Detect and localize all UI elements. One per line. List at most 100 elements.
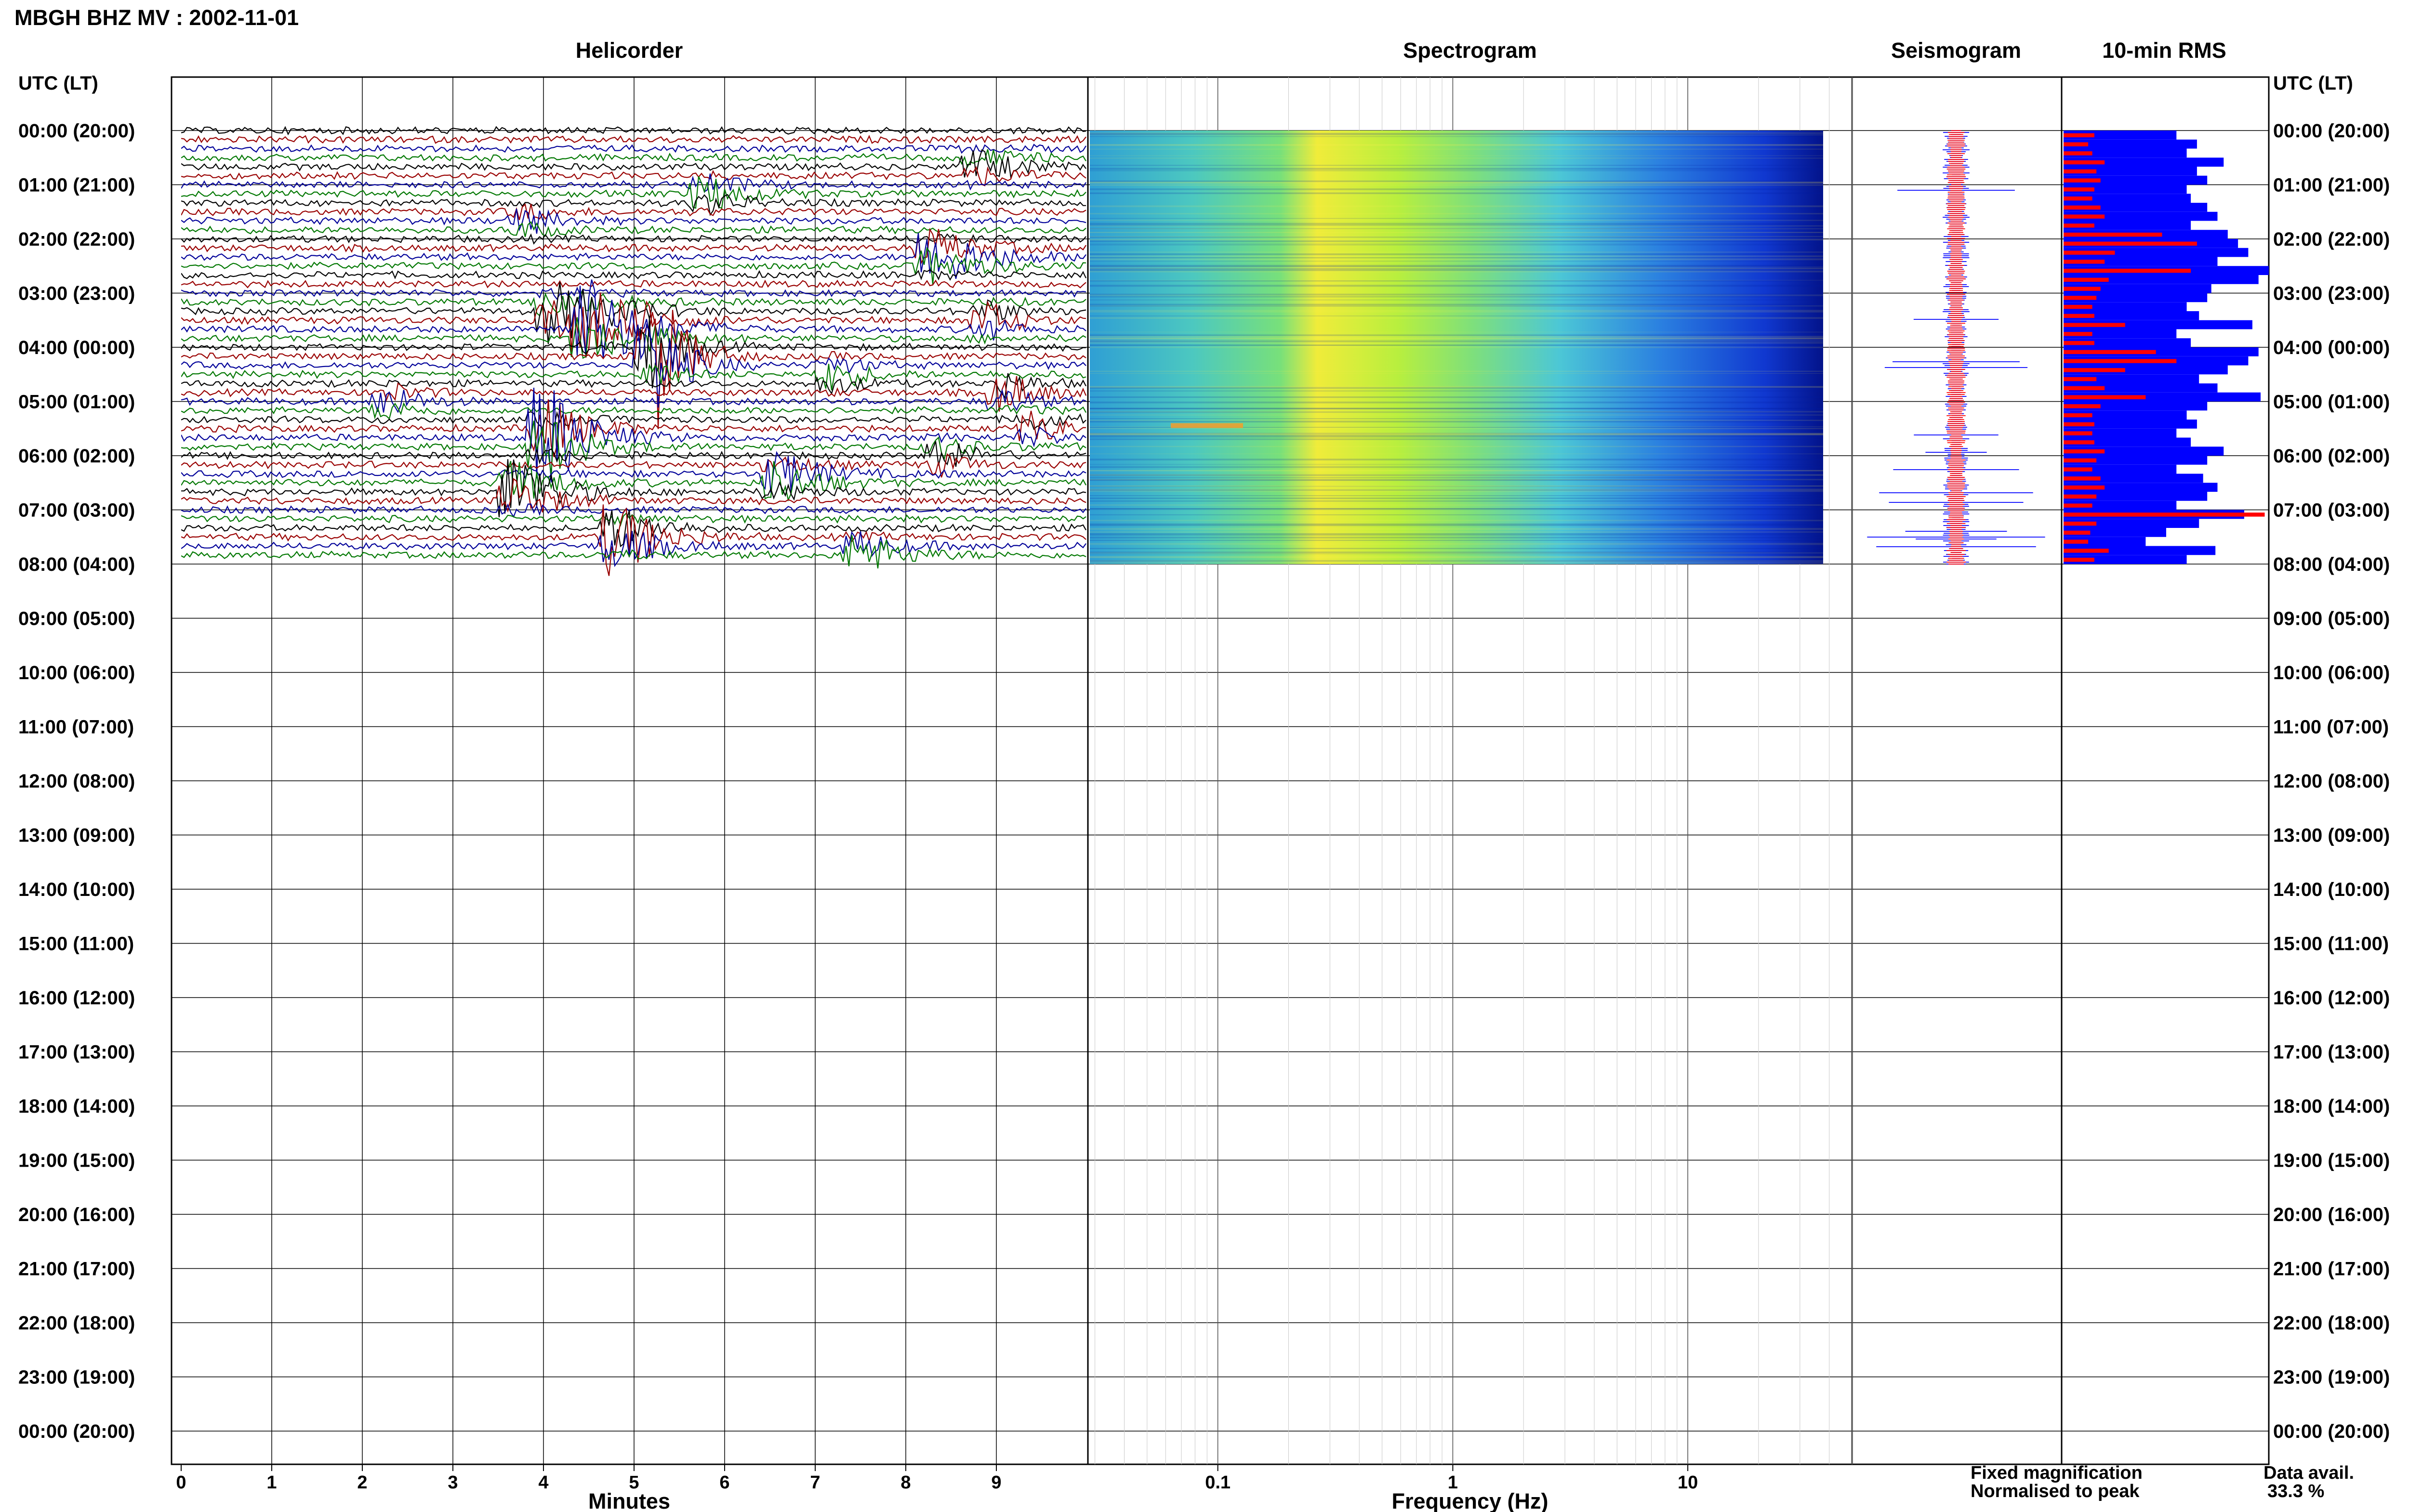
spectrogram-row bbox=[1090, 317, 1823, 319]
spectrogram-row bbox=[1090, 446, 1823, 447]
spectrogram-row bbox=[1090, 228, 1823, 229]
spectrogram-row bbox=[1090, 280, 1823, 282]
time-tick-right: 16:00 (12:00) bbox=[2273, 987, 2390, 1009]
time-tick-left: 09:00 (05:00) bbox=[18, 608, 135, 630]
helicorder-trace bbox=[181, 247, 1086, 285]
spectrogram-row bbox=[1090, 433, 1823, 434]
helicorder-trace bbox=[181, 441, 1086, 467]
spectrogram-row bbox=[1090, 544, 1823, 545]
spectrogram-row bbox=[1090, 337, 1823, 339]
spectrogram-row bbox=[1090, 523, 1823, 525]
spectrogram-row bbox=[1090, 294, 1823, 296]
time-tick-right: 04:00 (00:00) bbox=[2273, 337, 2390, 358]
time-tick-right: 00:00 (20:00) bbox=[2273, 120, 2390, 142]
time-tick-left: 03:00 (23:00) bbox=[18, 283, 135, 304]
helicorder-trace bbox=[181, 363, 1086, 391]
rms-title: 10-min RMS bbox=[2102, 38, 2226, 63]
minute-tick-label: 6 bbox=[719, 1473, 729, 1493]
spectrogram-row bbox=[1090, 240, 1823, 242]
rms-bar-normalised bbox=[2064, 503, 2092, 508]
spectrogram-row bbox=[1090, 495, 1823, 496]
spectrogram-row bbox=[1090, 427, 1823, 428]
spectrogram-row bbox=[1090, 285, 1823, 287]
spectrogram-row bbox=[1090, 134, 1823, 136]
time-tick-right: 22:00 (18:00) bbox=[2273, 1313, 2390, 1334]
helicorder-trace bbox=[181, 126, 1086, 136]
rms-bar-normalised bbox=[2064, 494, 2097, 499]
spectrogram-row bbox=[1090, 421, 1823, 423]
spectrogram-image bbox=[1090, 131, 1823, 564]
helicorder-trace bbox=[181, 503, 1086, 518]
time-tick-right: 02:00 (22:00) bbox=[2273, 229, 2390, 250]
spectrogram-row bbox=[1090, 533, 1823, 535]
spectrogram-row bbox=[1090, 336, 1823, 338]
helicorder-trace bbox=[181, 173, 1086, 193]
spectrogram-row bbox=[1090, 269, 1823, 271]
time-tick-right: 03:00 (23:00) bbox=[2273, 283, 2390, 304]
time-tick-right: 11:00 (07:00) bbox=[2273, 717, 2389, 738]
rms-bar-normalised bbox=[2064, 232, 2162, 237]
helicorder-trace bbox=[181, 149, 1086, 179]
rms-bar-normalised bbox=[2064, 476, 2101, 481]
time-tick-left: 10:00 (06:00) bbox=[18, 662, 135, 684]
spectrogram-row bbox=[1090, 556, 1823, 558]
frequency-tick-label: 1 bbox=[1448, 1473, 1458, 1493]
data-availability-label: Data avail. bbox=[2263, 1463, 2354, 1483]
spectrogram-row bbox=[1090, 293, 1823, 295]
spectrogram-row bbox=[1090, 466, 1823, 467]
rms-bar-fixed bbox=[2064, 410, 2187, 420]
legend-fixed-magnification: Fixed magnification bbox=[1971, 1463, 2143, 1483]
spectrogram-row bbox=[1090, 411, 1823, 413]
minutes-axis-label: Minutes bbox=[588, 1489, 670, 1512]
spectrogram-row bbox=[1090, 556, 1823, 558]
spectrogram-row bbox=[1090, 268, 1823, 270]
rms-bar-normalised bbox=[2064, 178, 2101, 183]
spectrogram-row bbox=[1090, 520, 1823, 521]
rms-bar-normalised bbox=[2064, 214, 2105, 219]
spectrogram-row bbox=[1090, 236, 1823, 237]
spectrogram-row bbox=[1090, 387, 1823, 389]
spectrogram-row bbox=[1090, 342, 1823, 344]
spectrogram-row bbox=[1090, 303, 1823, 305]
minute-tick-label: 4 bbox=[538, 1473, 548, 1493]
spectrogram-row bbox=[1090, 258, 1823, 261]
time-tick-left: 17:00 (13:00) bbox=[18, 1042, 135, 1063]
rms-bar-normalised bbox=[2064, 458, 2097, 463]
time-tick-right: 19:00 (15:00) bbox=[2273, 1150, 2390, 1171]
helicorder-trace bbox=[181, 402, 1086, 420]
helicorder-trace bbox=[181, 373, 1086, 399]
helicorder-trace bbox=[181, 166, 1086, 186]
helicorder-trace bbox=[181, 289, 1086, 317]
spectrogram-row bbox=[1090, 155, 1823, 156]
time-tick-right: 09:00 (05:00) bbox=[2273, 608, 2390, 630]
spectrogram-row bbox=[1090, 253, 1823, 255]
time-tick-left: 07:00 (03:00) bbox=[18, 500, 135, 521]
spectrogram-row bbox=[1090, 223, 1823, 224]
spectrogram-row bbox=[1090, 420, 1823, 421]
helicorder-trace bbox=[181, 323, 1086, 408]
rms-bar-normalised bbox=[2064, 160, 2105, 165]
helicorder-traces bbox=[181, 126, 1087, 576]
spectrogram-row bbox=[1090, 144, 1823, 146]
rms-bar-normalised bbox=[2064, 557, 2094, 562]
spectrogram-row bbox=[1090, 251, 1823, 253]
time-tick-left: 08:00 (04:00) bbox=[18, 554, 135, 575]
spectrogram-row bbox=[1090, 401, 1823, 404]
spectrogram-row bbox=[1090, 548, 1823, 550]
rms-bar-normalised bbox=[2064, 404, 2101, 408]
spectrogram-row bbox=[1090, 560, 1823, 562]
time-tick-right: 08:00 (04:00) bbox=[2273, 554, 2390, 575]
time-tick-left: 15:00 (11:00) bbox=[18, 933, 134, 955]
frequency-tick-label: 10 bbox=[1678, 1473, 1698, 1493]
time-tick-right: 17:00 (13:00) bbox=[2273, 1042, 2390, 1063]
spectrogram-row bbox=[1090, 528, 1823, 530]
spectrogram-row bbox=[1090, 386, 1823, 388]
rms-bar-normalised bbox=[2064, 169, 2097, 174]
spectrogram-row bbox=[1090, 508, 1823, 510]
spectrogram-row bbox=[1090, 218, 1823, 219]
spectrogram-row bbox=[1090, 408, 1823, 409]
spectrogram-row bbox=[1090, 346, 1823, 348]
rms-bar-normalised bbox=[2064, 467, 2092, 472]
rms-bar-normalised bbox=[2064, 250, 2115, 255]
spectrogram-row bbox=[1090, 488, 1823, 491]
